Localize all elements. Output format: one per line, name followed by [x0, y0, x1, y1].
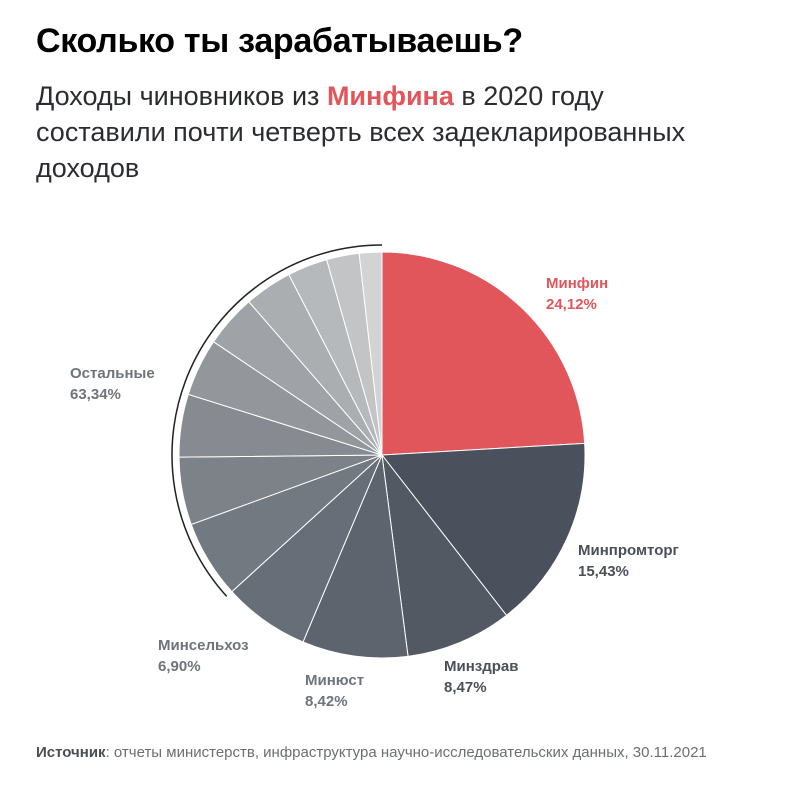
chart-title: Сколько ты зарабатываешь? — [36, 22, 523, 60]
others-bracket-arc — [171, 244, 383, 597]
subtitle-part1: Доходы чиновников из — [36, 81, 327, 111]
slice-2 — [381, 453, 508, 657]
label-name-4: Минсельхоз — [158, 637, 249, 654]
pie-chart: Минфин 24,12% Минпромторг 15,43% Минздрав 8,4… — [70, 244, 679, 710]
subtitle-highlight: Минфина — [326, 81, 454, 111]
label-name-1: Минпромторг — [578, 542, 679, 559]
source-text: : отчеты министерств, инфраструктура нау… — [105, 744, 707, 761]
label-name-others: Остальные — [70, 365, 155, 382]
slice-0 — [381, 251, 586, 456]
label-value-1: 15,43% — [578, 563, 629, 580]
chart-subtitle: Доходы чиновников из Минфина в 2020 году… — [36, 78, 736, 186]
subtitle-part2: в 2020 году составили почти четверть все… — [36, 81, 686, 183]
label-name-2: Минздрав — [444, 658, 518, 675]
label-value-others: 63,34% — [70, 386, 121, 403]
label-value-4: 6,90% — [158, 658, 201, 675]
pie-labels: Минфин 24,12% Минпромторг 15,43% Минздрав 8,4… — [70, 275, 679, 710]
label-name-3: Минюст — [305, 672, 364, 689]
pie-slices — [178, 251, 586, 659]
source-label: Источник — [36, 744, 106, 761]
label-value-2: 8,47% — [444, 679, 487, 696]
slice-others-8 — [358, 251, 383, 456]
label-name-0: Минфин — [546, 275, 608, 292]
source-note: Источник: отчеты министерств, инфраструк… — [36, 742, 756, 764]
slice-3 — [302, 453, 409, 659]
slice-1 — [381, 442, 586, 617]
label-value-3: 8,42% — [305, 693, 348, 710]
label-value-0: 24,12% — [546, 296, 597, 313]
